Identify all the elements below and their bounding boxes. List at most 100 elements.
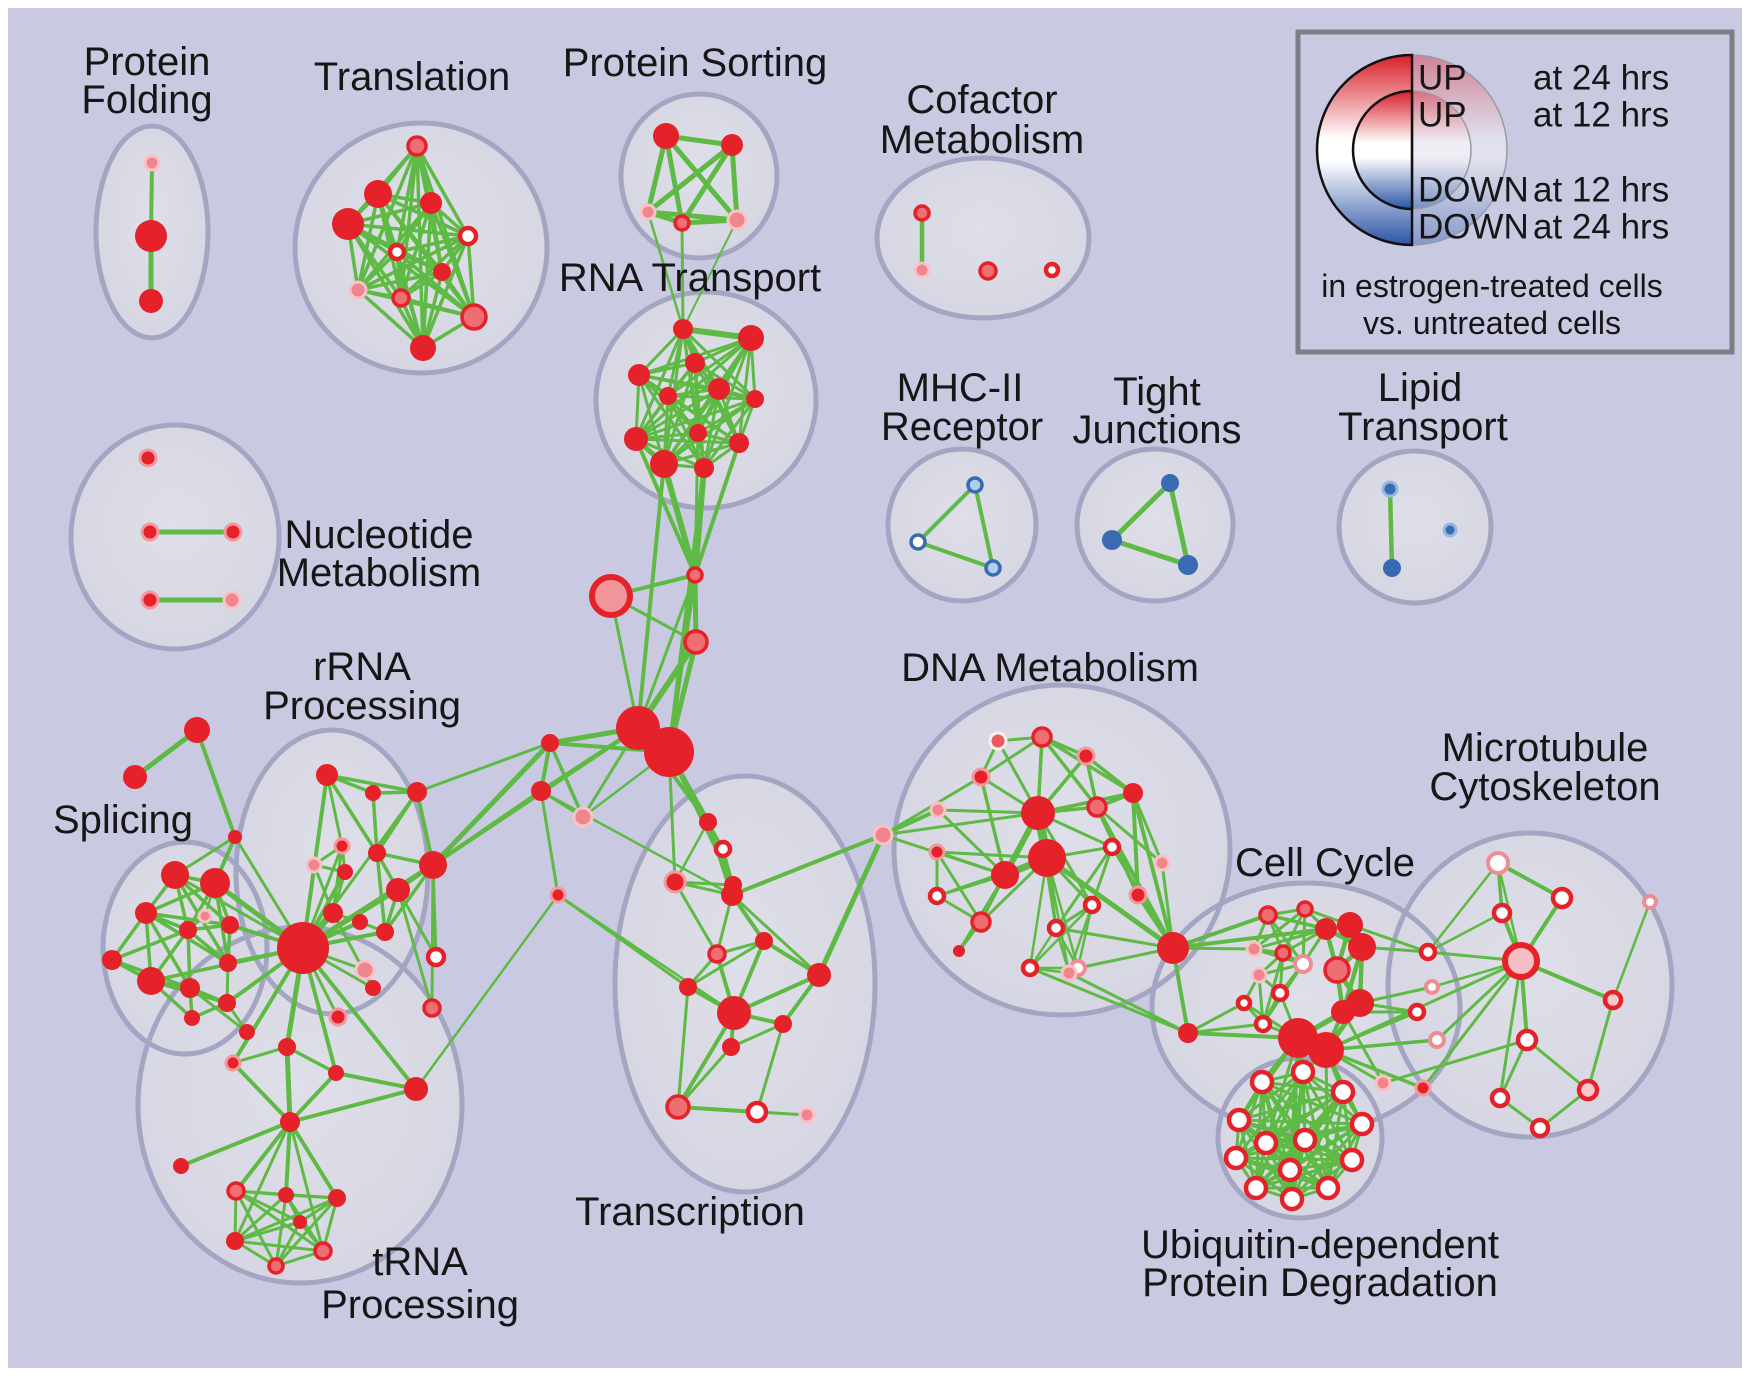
network-node-33[interactable] [1178, 555, 1198, 575]
network-node-13[interactable] [410, 335, 436, 361]
network-node-73[interactable] [872, 824, 894, 846]
network-node-99[interactable] [1296, 900, 1314, 918]
network-node-46[interactable] [729, 433, 749, 453]
network-node-119[interactable] [1374, 1074, 1392, 1092]
network-node-40[interactable] [628, 364, 650, 386]
network-node-116[interactable] [1424, 979, 1440, 995]
network-node-36[interactable] [1442, 522, 1458, 538]
network-node-43[interactable] [746, 390, 764, 408]
network-node-186[interactable] [328, 1189, 346, 1207]
network-node-51[interactable] [683, 629, 709, 655]
network-node-128[interactable] [1243, 1175, 1269, 1201]
network-node-143[interactable] [1642, 894, 1658, 910]
network-node-11[interactable] [391, 288, 411, 308]
network-node-162[interactable] [365, 785, 381, 801]
network-node-167[interactable] [368, 844, 386, 862]
network-node-181[interactable] [404, 1077, 428, 1101]
network-node-64[interactable] [707, 944, 727, 964]
network-node-53[interactable] [644, 727, 694, 777]
network-node-124[interactable] [1349, 1111, 1375, 1137]
network-node-120[interactable] [1414, 1079, 1432, 1097]
network-node-123[interactable] [1330, 1079, 1356, 1105]
network-node-58[interactable] [713, 839, 733, 859]
network-node-159[interactable] [239, 1024, 255, 1040]
network-node-81[interactable] [1086, 796, 1108, 818]
network-node-146[interactable] [228, 830, 242, 844]
network-node-69[interactable] [722, 1038, 740, 1056]
network-node-175[interactable] [365, 980, 381, 996]
network-node-153[interactable] [221, 916, 239, 934]
network-node-49[interactable] [589, 574, 633, 618]
network-node-121[interactable] [1249, 1069, 1275, 1095]
network-node-177[interactable] [328, 1007, 348, 1027]
network-node-156[interactable] [219, 954, 237, 972]
network-node-173[interactable] [425, 946, 447, 968]
network-node-85[interactable] [1102, 837, 1122, 857]
network-node-80[interactable] [1123, 783, 1143, 803]
network-node-55[interactable] [531, 781, 551, 801]
network-node-83[interactable] [1028, 839, 1066, 877]
network-node-38[interactable] [738, 325, 764, 351]
network-node-149[interactable] [135, 902, 157, 924]
network-node-74[interactable] [988, 731, 1008, 751]
network-node-144[interactable] [184, 717, 210, 743]
network-node-117[interactable] [1407, 1002, 1427, 1022]
network-node-18[interactable] [726, 209, 748, 231]
network-node-24[interactable] [140, 522, 160, 542]
network-node-150[interactable] [102, 950, 122, 970]
network-node-125[interactable] [1339, 1147, 1365, 1173]
network-node-160[interactable] [277, 922, 329, 974]
network-node-139[interactable] [1515, 1028, 1539, 1052]
network-node-19[interactable] [913, 204, 931, 222]
network-node-172[interactable] [376, 923, 394, 941]
network-node-179[interactable] [278, 1038, 296, 1056]
network-node-37[interactable] [673, 319, 693, 339]
network-node-134[interactable] [1486, 851, 1510, 875]
network-node-187[interactable] [226, 1232, 244, 1250]
network-node-76[interactable] [1076, 746, 1096, 766]
network-node-137[interactable] [1502, 942, 1540, 980]
network-node-112[interactable] [1253, 1014, 1273, 1034]
network-node-135[interactable] [1550, 886, 1574, 910]
network-node-42[interactable] [659, 387, 677, 405]
network-node-98[interactable] [1258, 905, 1278, 925]
network-node-142[interactable] [1529, 1117, 1551, 1139]
network-node-87[interactable] [927, 886, 947, 906]
network-node-65[interactable] [679, 978, 697, 996]
network-node-189[interactable] [313, 1241, 333, 1261]
network-node-4[interactable] [364, 180, 392, 208]
network-node-102[interactable] [1348, 933, 1376, 961]
network-node-163[interactable] [407, 782, 427, 802]
network-node-32[interactable] [1102, 530, 1122, 550]
network-node-190[interactable] [293, 1215, 307, 1229]
network-node-127[interactable] [1279, 1186, 1305, 1212]
network-node-15[interactable] [721, 134, 743, 156]
network-node-178[interactable] [224, 1054, 242, 1072]
network-node-166[interactable] [337, 864, 353, 880]
network-node-96[interactable] [1157, 932, 1189, 964]
network-node-97[interactable] [1178, 1023, 1198, 1043]
network-node-17[interactable] [673, 214, 691, 232]
network-node-93[interactable] [1020, 958, 1040, 978]
network-node-48[interactable] [694, 458, 714, 478]
network-node-88[interactable] [1082, 895, 1102, 915]
network-node-20[interactable] [913, 261, 931, 279]
network-node-7[interactable] [457, 225, 479, 247]
network-node-133[interactable] [1277, 1157, 1303, 1183]
network-node-129[interactable] [1223, 1145, 1249, 1171]
network-node-147[interactable] [161, 861, 189, 889]
network-node-132[interactable] [1292, 1127, 1318, 1153]
network-node-77[interactable] [971, 767, 991, 787]
network-node-138[interactable] [1602, 989, 1624, 1011]
network-node-188[interactable] [267, 1257, 285, 1275]
network-node-105[interactable] [1331, 1000, 1355, 1024]
network-node-113[interactable] [1278, 1018, 1318, 1058]
network-node-110[interactable] [1270, 983, 1290, 1003]
network-node-35[interactable] [1383, 559, 1401, 577]
network-node-45[interactable] [689, 424, 707, 442]
network-node-90[interactable] [1046, 918, 1066, 938]
network-node-57[interactable] [699, 813, 717, 831]
network-node-56[interactable] [572, 806, 594, 828]
network-node-84[interactable] [991, 861, 1019, 889]
network-node-47[interactable] [650, 450, 678, 478]
